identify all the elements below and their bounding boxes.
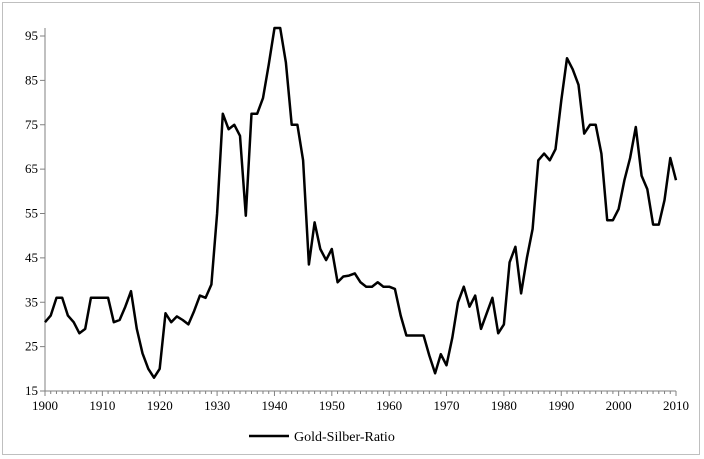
x-axis-ticks: 1900 1910 1920 1930 1940 1950 1960 1970 1980 1990… (32, 391, 689, 413)
x-tick-label: 1980 (491, 398, 517, 413)
series-line-gold-silber-ratio (44, 26, 678, 379)
y-tick-label: 95 (25, 28, 38, 43)
legend-label-gold-silber-ratio: Gold-Silber-Ratio (294, 430, 395, 445)
y-axis-ticks: 15 25 35 45 55 65 75 85 95 (25, 28, 45, 398)
y-tick-label: 45 (25, 250, 38, 265)
y-tick-label: 75 (25, 117, 38, 132)
y-tick-label: 15 (25, 383, 38, 398)
chart-frame: 15 25 35 45 55 65 75 85 95 1900 1910 1920 1930 1940 1… (2, 2, 700, 455)
y-tick-label: 85 (25, 72, 38, 87)
x-tick-label: 1950 (319, 398, 345, 413)
x-tick-label: 1910 (89, 398, 115, 413)
x-tick-label: 1940 (261, 398, 287, 413)
series-group (44, 26, 678, 379)
x-tick-label: 1920 (147, 398, 173, 413)
x-tick-label: 1960 (376, 398, 402, 413)
y-tick-label: 35 (25, 294, 38, 309)
y-tick-label: 25 (25, 339, 38, 354)
x-tick-label: 2000 (606, 398, 632, 413)
x-tick-label: 2010 (663, 398, 689, 413)
x-tick-label: 1930 (204, 398, 230, 413)
x-tick-label: 1900 (32, 398, 58, 413)
y-tick-label: 65 (25, 161, 38, 176)
x-tick-label: 1990 (548, 398, 574, 413)
legend: Gold-Silber-Ratio (249, 430, 395, 445)
y-tick-label: 55 (25, 206, 38, 221)
x-tick-label: 1970 (434, 398, 460, 413)
